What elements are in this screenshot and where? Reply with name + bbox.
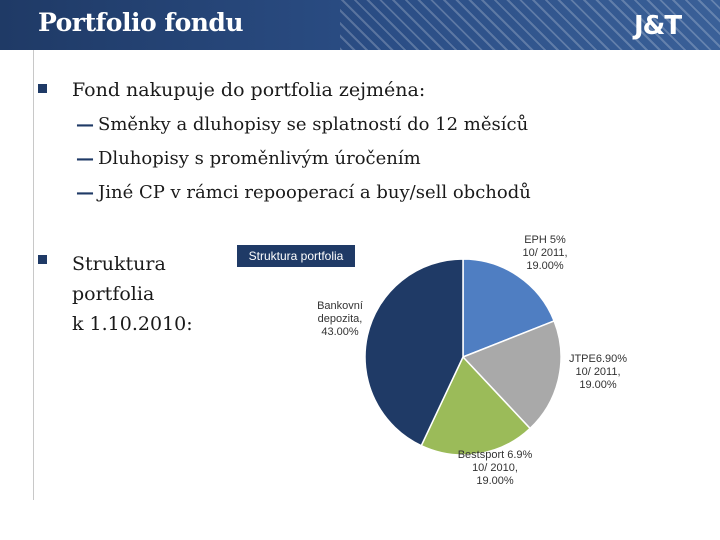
bullet-square-icon — [38, 84, 47, 93]
header-pattern — [340, 0, 720, 50]
pie-label-2: JTPE6.90% 10/ 2011, 19.00% — [569, 353, 627, 391]
sub-item-2-text: Dluhopisy s proměnlivým úročením — [98, 148, 421, 169]
sub-item-3: — Jiné CP v rámci repooperací a buy/sell … — [76, 182, 531, 203]
dash-icon: — — [76, 182, 94, 203]
pie-slice-3 — [420, 355, 532, 456]
dash-icon: — — [76, 114, 94, 135]
bullet-text-intro: Fond nakupuje do portfolia zejména: — [72, 79, 426, 101]
sub-item-2: — Dluhopisy s proměnlivým úročením — [76, 148, 421, 169]
header-bar: Portfolio fondu J&T — [0, 0, 720, 50]
pie-slice-2 — [461, 319, 562, 430]
structure-label-line-1: Struktura — [72, 253, 166, 275]
pie-slice-1 — [462, 258, 556, 359]
left-divider-line — [33, 50, 34, 500]
pie-slice-4 — [364, 258, 464, 447]
sub-item-1: — Směnky a dluhopisy se splatností do 12 … — [76, 114, 528, 135]
chart-title: Struktura portfolia — [237, 245, 355, 267]
bullet-square-icon — [38, 255, 47, 264]
pie-label-4: Bankovní depozita, 43.00% — [317, 300, 363, 338]
pie-label-3: Bestsport 6.9% 10/ 2010, 19.00% — [458, 449, 533, 487]
dash-icon: — — [76, 148, 94, 169]
page-title: Portfolio fondu — [38, 8, 244, 37]
structure-label-line-2: portfolia — [72, 283, 155, 305]
jt-logo: J&T — [634, 11, 682, 41]
structure-label-line-3: k 1.10.2010: — [72, 313, 193, 335]
sub-item-3-text: Jiné CP v rámci repooperací a buy/sell o… — [98, 182, 531, 203]
sub-item-1-text: Směnky a dluhopisy se splatností do 12 m… — [98, 114, 529, 135]
pie-label-1: EPH 5% 10/ 2011, 19.00% — [522, 234, 567, 272]
